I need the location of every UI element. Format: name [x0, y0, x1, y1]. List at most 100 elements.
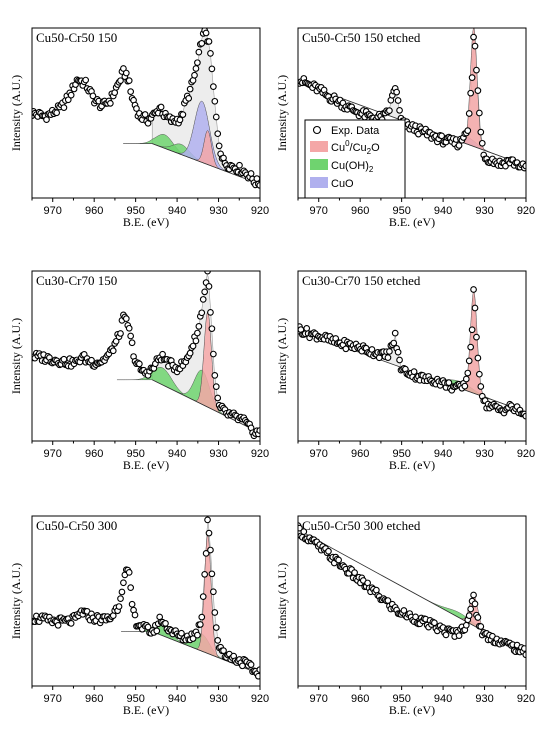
data-point [122, 315, 130, 323]
data-point [384, 354, 392, 361]
x-tick-label: 970 [44, 205, 62, 217]
data-point [88, 356, 95, 364]
panel-frame [297, 27, 527, 199]
y-axis-label: Intensity (A.U.) [275, 563, 289, 639]
data-point [199, 296, 207, 303]
panel-title: Cu50-Cr50 150 [36, 30, 117, 45]
panel-title: Cu30-Cr70 150 etched [302, 273, 421, 288]
x-tick-label: 940 [168, 205, 186, 217]
data-point [176, 116, 184, 124]
data-point [127, 88, 135, 95]
panel-frame [31, 27, 261, 199]
x-tick-label: 940 [434, 448, 452, 460]
data-point [208, 325, 216, 333]
data-point [115, 603, 123, 610]
data-point [54, 621, 62, 629]
panel-title: Cu50-Cr50 300 [36, 518, 117, 533]
data-point [247, 170, 255, 177]
data-point [467, 343, 475, 351]
x-tick-label: 950 [126, 693, 144, 705]
data-point [189, 342, 197, 350]
plot-area [32, 516, 260, 680]
x-tick-label: 950 [392, 448, 410, 460]
data-point [118, 588, 126, 596]
data-point [335, 556, 342, 564]
data-point [467, 605, 475, 613]
y-axis-label: Intensity (A.U.) [9, 318, 23, 394]
data-point [208, 570, 216, 578]
data-point [131, 611, 139, 619]
data-point [205, 283, 213, 290]
data-point [195, 48, 203, 56]
x-axis-label: B.E. (eV) [389, 458, 435, 472]
data-point [212, 383, 220, 390]
data-point [117, 595, 124, 602]
legend-label-cu0-mid: /Cu [350, 142, 367, 154]
data-point [201, 570, 209, 578]
data-point [445, 379, 453, 387]
y-axis-label: Intensity (A.U.) [9, 563, 23, 639]
data-point [467, 89, 475, 97]
data-point [125, 569, 133, 576]
data-point [412, 613, 419, 621]
data-point [300, 528, 308, 535]
plot-area [32, 28, 260, 189]
data-point [474, 354, 482, 362]
data-point [461, 382, 469, 390]
data-point [210, 350, 217, 358]
xps-panel: 970 960 950 940 930 920 Cu50-Cr50 300 etched B.… [275, 515, 535, 717]
data-point [136, 360, 143, 368]
data-point [112, 337, 120, 345]
data-point [465, 612, 473, 619]
data-point [157, 103, 165, 111]
data-point [185, 94, 193, 102]
y-axis-label: Intensity (A.U.) [9, 75, 23, 151]
data-point [53, 109, 61, 117]
data-point [465, 357, 473, 365]
xps-panel: 970 960 950 940 930 920 Cu50-Cr50 150 B.E. (eV)… [9, 27, 269, 229]
data-point [67, 620, 75, 627]
data-point [325, 547, 332, 555]
data-point [192, 337, 200, 345]
data-point [202, 29, 210, 37]
x-tick-label: 920 [251, 448, 269, 460]
panel-frame [297, 270, 527, 442]
x-tick-label: 930 [209, 693, 227, 705]
panel-grid: 970 960 950 940 930 920 Cu50-Cr50 150 B.E. (eV)… [9, 27, 535, 717]
data-point [210, 588, 217, 596]
data-point [162, 620, 169, 627]
data-point [198, 309, 206, 317]
x-axis-label: B.E. (eV) [123, 703, 169, 717]
data-point [117, 77, 124, 85]
panel-frame [31, 515, 261, 687]
data-point [205, 38, 213, 45]
data-point [473, 66, 480, 74]
legend-swatch-cu0 [310, 141, 328, 152]
data-point [462, 621, 470, 629]
x-tick-label: 940 [434, 693, 452, 705]
data-point [208, 65, 216, 73]
legend-label-exp: Exp. Data [331, 125, 380, 137]
data-point [125, 324, 133, 332]
panel-title: Cu30-Cr70 150 [36, 273, 117, 288]
x-axis-label: B.E. (eV) [389, 215, 435, 229]
fit-baseline [152, 631, 257, 673]
plot-area [298, 28, 526, 172]
panel-frame [297, 515, 527, 687]
data-point [60, 104, 68, 111]
data-point [192, 65, 200, 72]
legend-label-cuoh-sub: 2 [369, 165, 374, 174]
fit-baseline [152, 143, 256, 184]
data-point [214, 637, 222, 644]
legend-label-cu0-sup: 0 [345, 139, 350, 148]
y-axis-label: Intensity (A.U.) [275, 318, 289, 394]
x-tick-label: 920 [517, 693, 535, 705]
data-point [464, 127, 472, 134]
data-point [351, 569, 358, 576]
data-point [196, 621, 204, 628]
data-point [393, 88, 401, 96]
x-tick-label: 960 [351, 448, 369, 460]
data-point [214, 130, 222, 138]
data-point [133, 105, 140, 112]
data-point [477, 623, 485, 630]
